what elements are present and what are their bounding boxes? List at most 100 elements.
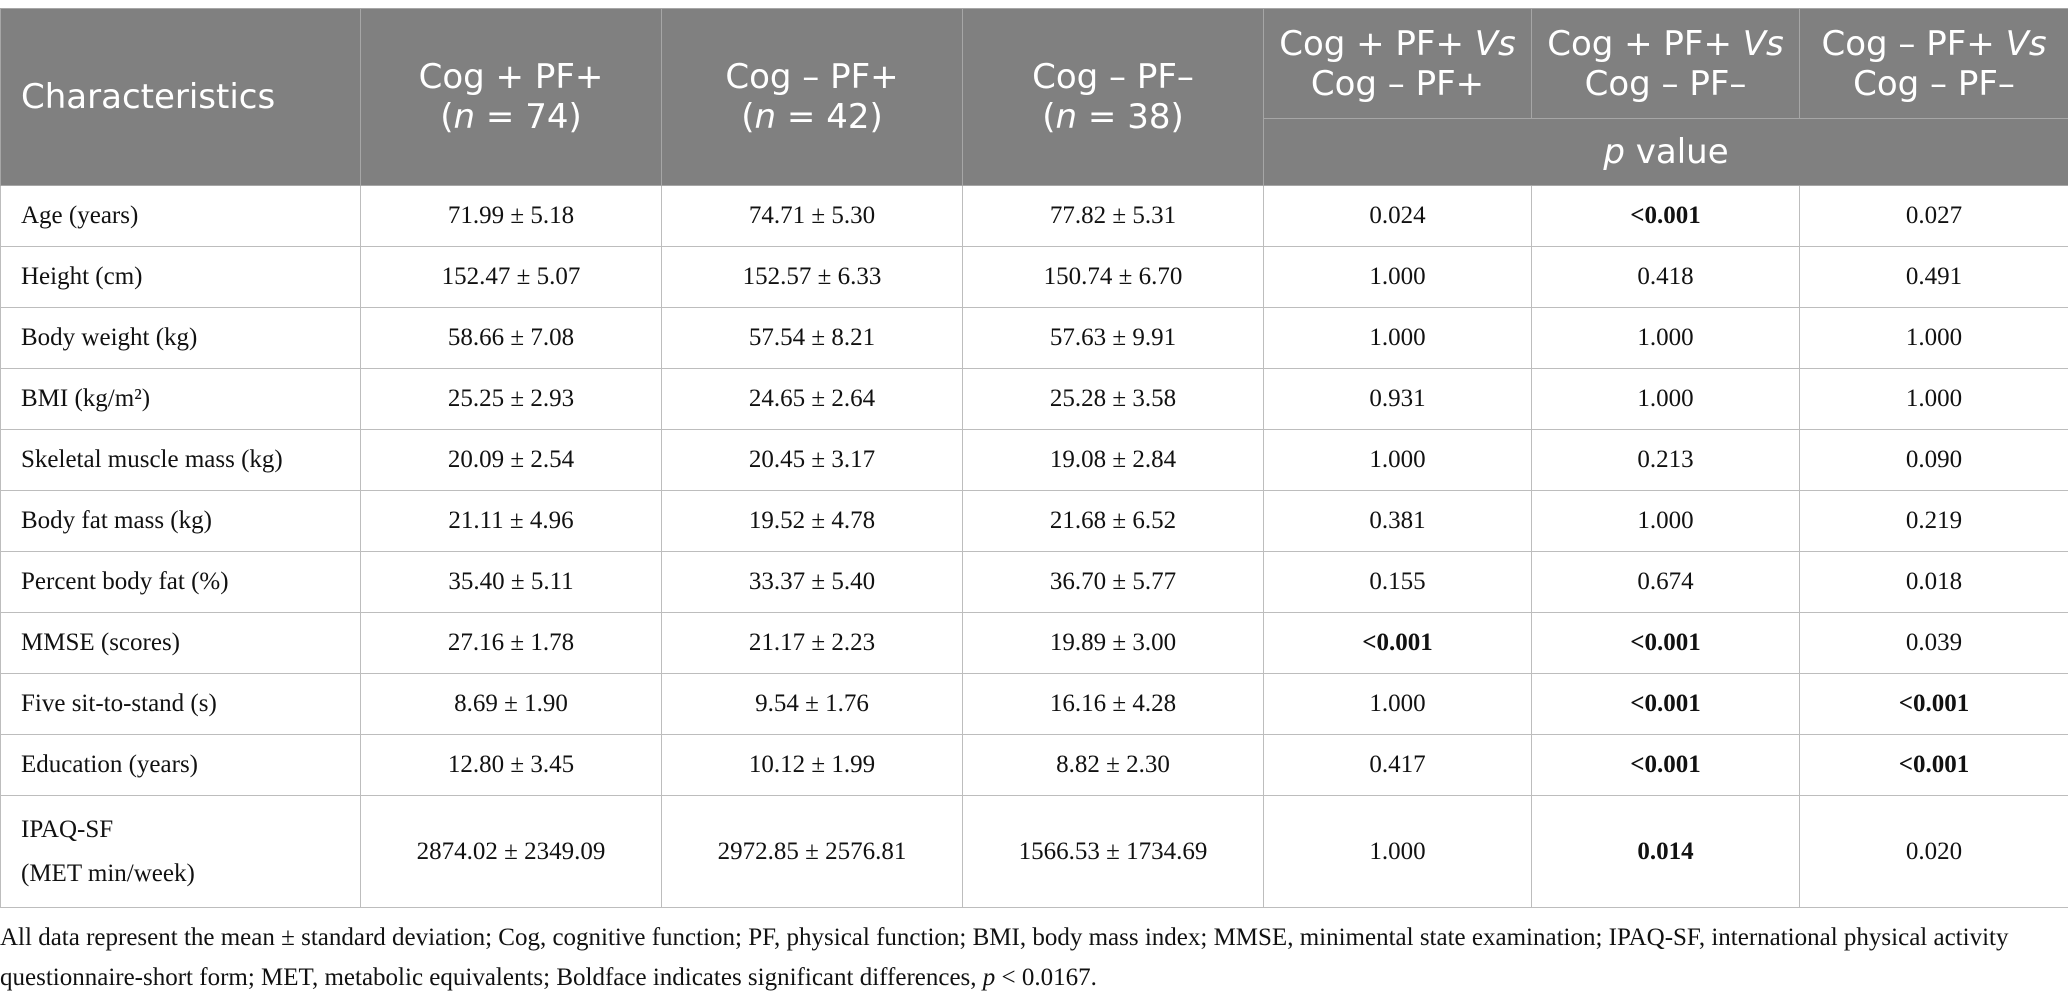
- header-p-value: p value: [1263, 118, 2068, 186]
- table-row: IPAQ-SF (MET min/week) 2874.02 ± 2349.09 …: [0, 795, 2068, 908]
- p-value-3: 1.000: [1799, 368, 2068, 430]
- group-1-value: 2874.02 ± 2349.09: [360, 795, 662, 908]
- row-label: BMI (kg/m²): [0, 368, 361, 430]
- p-value-1: 1.000: [1263, 246, 1532, 308]
- characteristics-table: Characteristics Cog + PF+ (n = 74) Cog – …: [0, 8, 2068, 908]
- p-value-2: <0.001: [1531, 185, 1800, 247]
- p-value-1: 0.417: [1263, 734, 1532, 796]
- table-row: Height (cm) 152.47 ± 5.07 152.57 ± 6.33 …: [0, 246, 2068, 308]
- group-1-value: 8.69 ± 1.90: [360, 673, 662, 735]
- group-3-value: 77.82 ± 5.31: [962, 185, 1264, 247]
- header-group-1: Cog + PF+ (n = 74): [360, 8, 662, 186]
- header-group-3: Cog – PF– (n = 38): [962, 8, 1264, 186]
- group-2-value: 24.65 ± 2.64: [661, 368, 963, 430]
- group-1-value: 35.40 ± 5.11: [360, 551, 662, 613]
- p-value-2: <0.001: [1531, 612, 1800, 674]
- p-value-2: 0.418: [1531, 246, 1800, 308]
- group-2-value: 19.52 ± 4.78: [661, 490, 963, 552]
- p-value-1: 0.931: [1263, 368, 1532, 430]
- group-2-value: 20.45 ± 3.17: [661, 429, 963, 491]
- table-row: Skeletal muscle mass (kg) 20.09 ± 2.54 2…: [0, 429, 2068, 491]
- row-label: Height (cm): [0, 246, 361, 308]
- p-value-1: 0.155: [1263, 551, 1532, 613]
- group-2-value: 10.12 ± 1.99: [661, 734, 963, 796]
- p-value-3: 0.090: [1799, 429, 2068, 491]
- group-1-value: 58.66 ± 7.08: [360, 307, 662, 369]
- group-2-value: 74.71 ± 5.30: [661, 185, 963, 247]
- p-value-3: 0.491: [1799, 246, 2068, 308]
- p-value-3: 0.018: [1799, 551, 2068, 613]
- group-1-value: 25.25 ± 2.93: [360, 368, 662, 430]
- p-value-2: 1.000: [1531, 490, 1800, 552]
- group-1-value: 71.99 ± 5.18: [360, 185, 662, 247]
- row-label: Five sit-to-stand (s): [0, 673, 361, 735]
- p-value-2: 0.213: [1531, 429, 1800, 491]
- group-2-value: 57.54 ± 8.21: [661, 307, 963, 369]
- group-1-value: 152.47 ± 5.07: [360, 246, 662, 308]
- group-2-value: 2972.85 ± 2576.81: [661, 795, 963, 908]
- p-value-2: 0.014: [1531, 795, 1800, 908]
- group-3-value: 1566.53 ± 1734.69: [962, 795, 1264, 908]
- table-row: MMSE (scores) 27.16 ± 1.78 21.17 ± 2.23 …: [0, 612, 2068, 674]
- group-3-value: 16.16 ± 4.28: [962, 673, 1264, 735]
- group-3-value: 21.68 ± 6.52: [962, 490, 1264, 552]
- p-value-1: 1.000: [1263, 429, 1532, 491]
- header-comparison-2: Cog + PF+ Vs Cog – PF–: [1531, 8, 1800, 119]
- table-row: Percent body fat (%) 35.40 ± 5.11 33.37 …: [0, 551, 2068, 613]
- p-value-1: 0.381: [1263, 490, 1532, 552]
- row-label: Body weight (kg): [0, 307, 361, 369]
- p-value-3: 0.020: [1799, 795, 2068, 908]
- table-footnote: All data represent the mean ± standard d…: [0, 924, 2009, 991]
- group-1-value: 20.09 ± 2.54: [360, 429, 662, 491]
- table-row: Age (years) 71.99 ± 5.18 74.71 ± 5.30 77…: [0, 185, 2068, 247]
- row-label: IPAQ-SF (MET min/week): [0, 795, 361, 908]
- p-value-3: 0.027: [1799, 185, 2068, 247]
- row-label: Skeletal muscle mass (kg): [0, 429, 361, 491]
- row-label: Age (years): [0, 185, 361, 247]
- group-2-value: 21.17 ± 2.23: [661, 612, 963, 674]
- row-label: Body fat mass (kg): [0, 490, 361, 552]
- row-label: Percent body fat (%): [0, 551, 361, 613]
- table-row: Five sit-to-stand (s) 8.69 ± 1.90 9.54 ±…: [0, 673, 2068, 735]
- row-label-line-1: IPAQ-SF: [21, 815, 114, 843]
- header-comparison-3: Cog – PF+ Vs Cog – PF–: [1799, 8, 2068, 119]
- group-1-value: 12.80 ± 3.45: [360, 734, 662, 796]
- p-value-2: <0.001: [1531, 734, 1800, 796]
- table-row: Body fat mass (kg) 21.11 ± 4.96 19.52 ± …: [0, 490, 2068, 552]
- table-row: Education (years) 12.80 ± 3.45 10.12 ± 1…: [0, 734, 2068, 796]
- table-row: Body weight (kg) 58.66 ± 7.08 57.54 ± 8.…: [0, 307, 2068, 369]
- header-comparison-1: Cog + PF+ Vs Cog – PF+: [1263, 8, 1532, 119]
- p-value-2: 0.674: [1531, 551, 1800, 613]
- table-row: BMI (kg/m²) 25.25 ± 2.93 24.65 ± 2.64 25…: [0, 368, 2068, 430]
- row-label: Education (years): [0, 734, 361, 796]
- row-label-line-2: (MET min/week): [21, 859, 195, 887]
- group-1-value: 27.16 ± 1.78: [360, 612, 662, 674]
- p-value-3: 0.219: [1799, 490, 2068, 552]
- group-3-value: 36.70 ± 5.77: [962, 551, 1264, 613]
- p-value-2: <0.001: [1531, 673, 1800, 735]
- p-value-2: 1.000: [1531, 307, 1800, 369]
- group-3-value: 8.82 ± 2.30: [962, 734, 1264, 796]
- p-value-2: 1.000: [1531, 368, 1800, 430]
- header-group-2: Cog – PF+ (n = 42): [661, 8, 963, 186]
- p-value-3: <0.001: [1799, 734, 2068, 796]
- group-2-value: 9.54 ± 1.76: [661, 673, 963, 735]
- group-3-value: 57.63 ± 9.91: [962, 307, 1264, 369]
- p-value-1: 1.000: [1263, 307, 1532, 369]
- group-2-value: 33.37 ± 5.40: [661, 551, 963, 613]
- p-value-1: 0.024: [1263, 185, 1532, 247]
- row-label: MMSE (scores): [0, 612, 361, 674]
- p-value-3: 1.000: [1799, 307, 2068, 369]
- p-value-1: 1.000: [1263, 673, 1532, 735]
- header-characteristics: Characteristics: [0, 8, 361, 186]
- p-value-1: 1.000: [1263, 795, 1532, 908]
- p-value-3: 0.039: [1799, 612, 2068, 674]
- group-1-value: 21.11 ± 4.96: [360, 490, 662, 552]
- group-3-value: 19.08 ± 2.84: [962, 429, 1264, 491]
- p-value-1: <0.001: [1263, 612, 1532, 674]
- group-3-value: 150.74 ± 6.70: [962, 246, 1264, 308]
- p-value-3: <0.001: [1799, 673, 2068, 735]
- group-3-value: 25.28 ± 3.58: [962, 368, 1264, 430]
- group-2-value: 152.57 ± 6.33: [661, 246, 963, 308]
- group-3-value: 19.89 ± 3.00: [962, 612, 1264, 674]
